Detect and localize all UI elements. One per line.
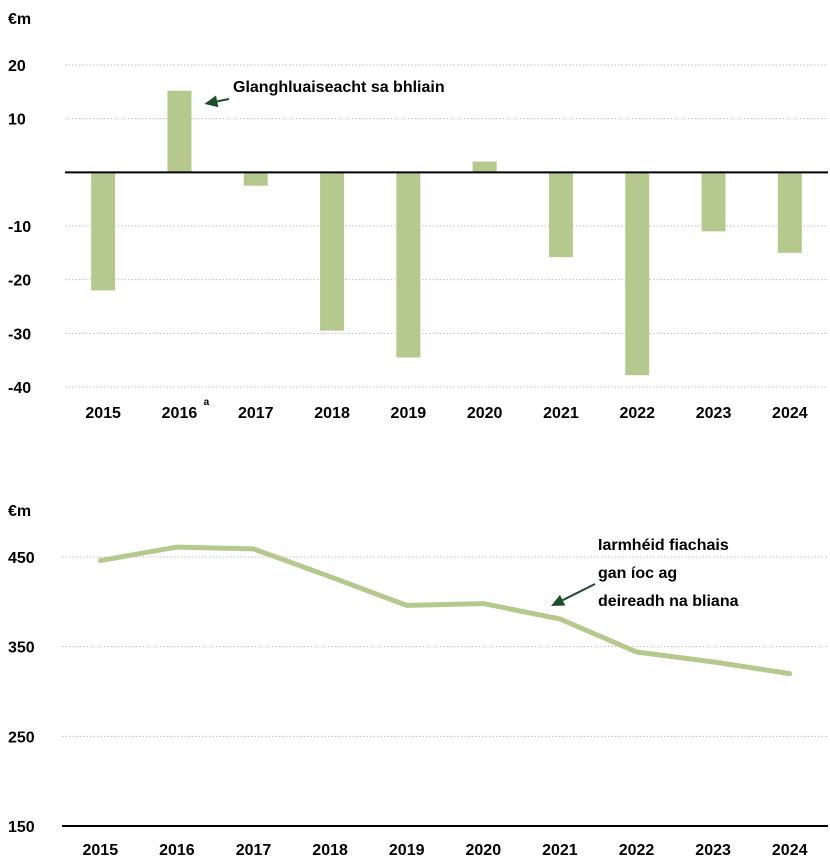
bar-x-tick-label: 2016 [162,405,198,422]
bar-x-tick-label: 2018 [314,405,350,422]
line-x-tick-label: 2015 [83,842,119,859]
line-annotation-line: deireadh na bliana [598,593,739,610]
line-x-tick-label: 2024 [772,842,808,859]
bar-y-tick-label: 20 [8,58,26,75]
bar-y-tick-label: -10 [8,219,31,236]
bar [396,172,421,358]
line-x-tick-label: 2018 [312,842,348,859]
line-x-tick-label: 2022 [619,842,655,859]
bar [777,172,802,253]
line-x-tick-label: 2016 [159,842,195,859]
line-y-tick-label: 250 [8,729,35,746]
bar-annotation: Glanghluaiseacht sa bhliain [233,79,445,96]
line-y-tick-label: 150 [8,819,35,836]
bar [91,172,116,291]
bar [167,90,192,173]
debt-balance-line [97,544,793,677]
bar-x-tick-label: 2017 [238,405,274,422]
bar-x-tick-label: 2015 [85,405,121,422]
line-unit-label: €m [8,503,31,520]
line-x-tick-label: 2023 [695,842,731,859]
line-annotation-line: Iarmhéid fiachais [598,537,729,554]
net-movement-bar-chart: €m 20 10 -10 -20 -30 -40 2015 2016 a 2017 2018 2019 2… [8,11,828,422]
bar [548,172,573,258]
line-x-tick-label: 2017 [236,842,272,859]
line-x-tick-label: 2021 [542,842,578,859]
annotation-arrow-icon [551,583,596,606]
debt-balance-line-chart: €m 450 350 250 150 2015 2016 2017 2018 2019 2020 20… [8,503,828,859]
bar-x-tick-label: 2024 [772,405,808,422]
bar-unit-label: €m [8,11,31,28]
bar-y-tick-label: -30 [8,326,31,343]
footnote-marker: a [204,397,210,408]
bar [701,172,726,232]
bar [472,161,497,173]
bar [320,172,345,331]
line-x-tick-label: 2019 [389,842,425,859]
line-x-tick-label: 2020 [466,842,502,859]
bar-x-tick-label: 2020 [467,405,503,422]
bar-y-tick-label: -20 [8,273,31,290]
line-y-tick-label: 350 [8,640,35,657]
line-y-tick-label: 450 [8,550,35,567]
bar-x-tick-label: 2023 [696,405,732,422]
bar-x-tick-label: 2022 [619,405,655,422]
bar [625,172,650,376]
bar-x-tick-label: 2019 [391,405,427,422]
bar [243,172,268,186]
annotation-arrow-icon [204,95,230,108]
bar-x-tick-label: 2021 [543,405,579,422]
bar-y-tick-label: 10 [8,112,26,129]
line-annotation-line: gan íoc ag [598,565,677,582]
bar-y-tick-label: -40 [8,380,31,397]
